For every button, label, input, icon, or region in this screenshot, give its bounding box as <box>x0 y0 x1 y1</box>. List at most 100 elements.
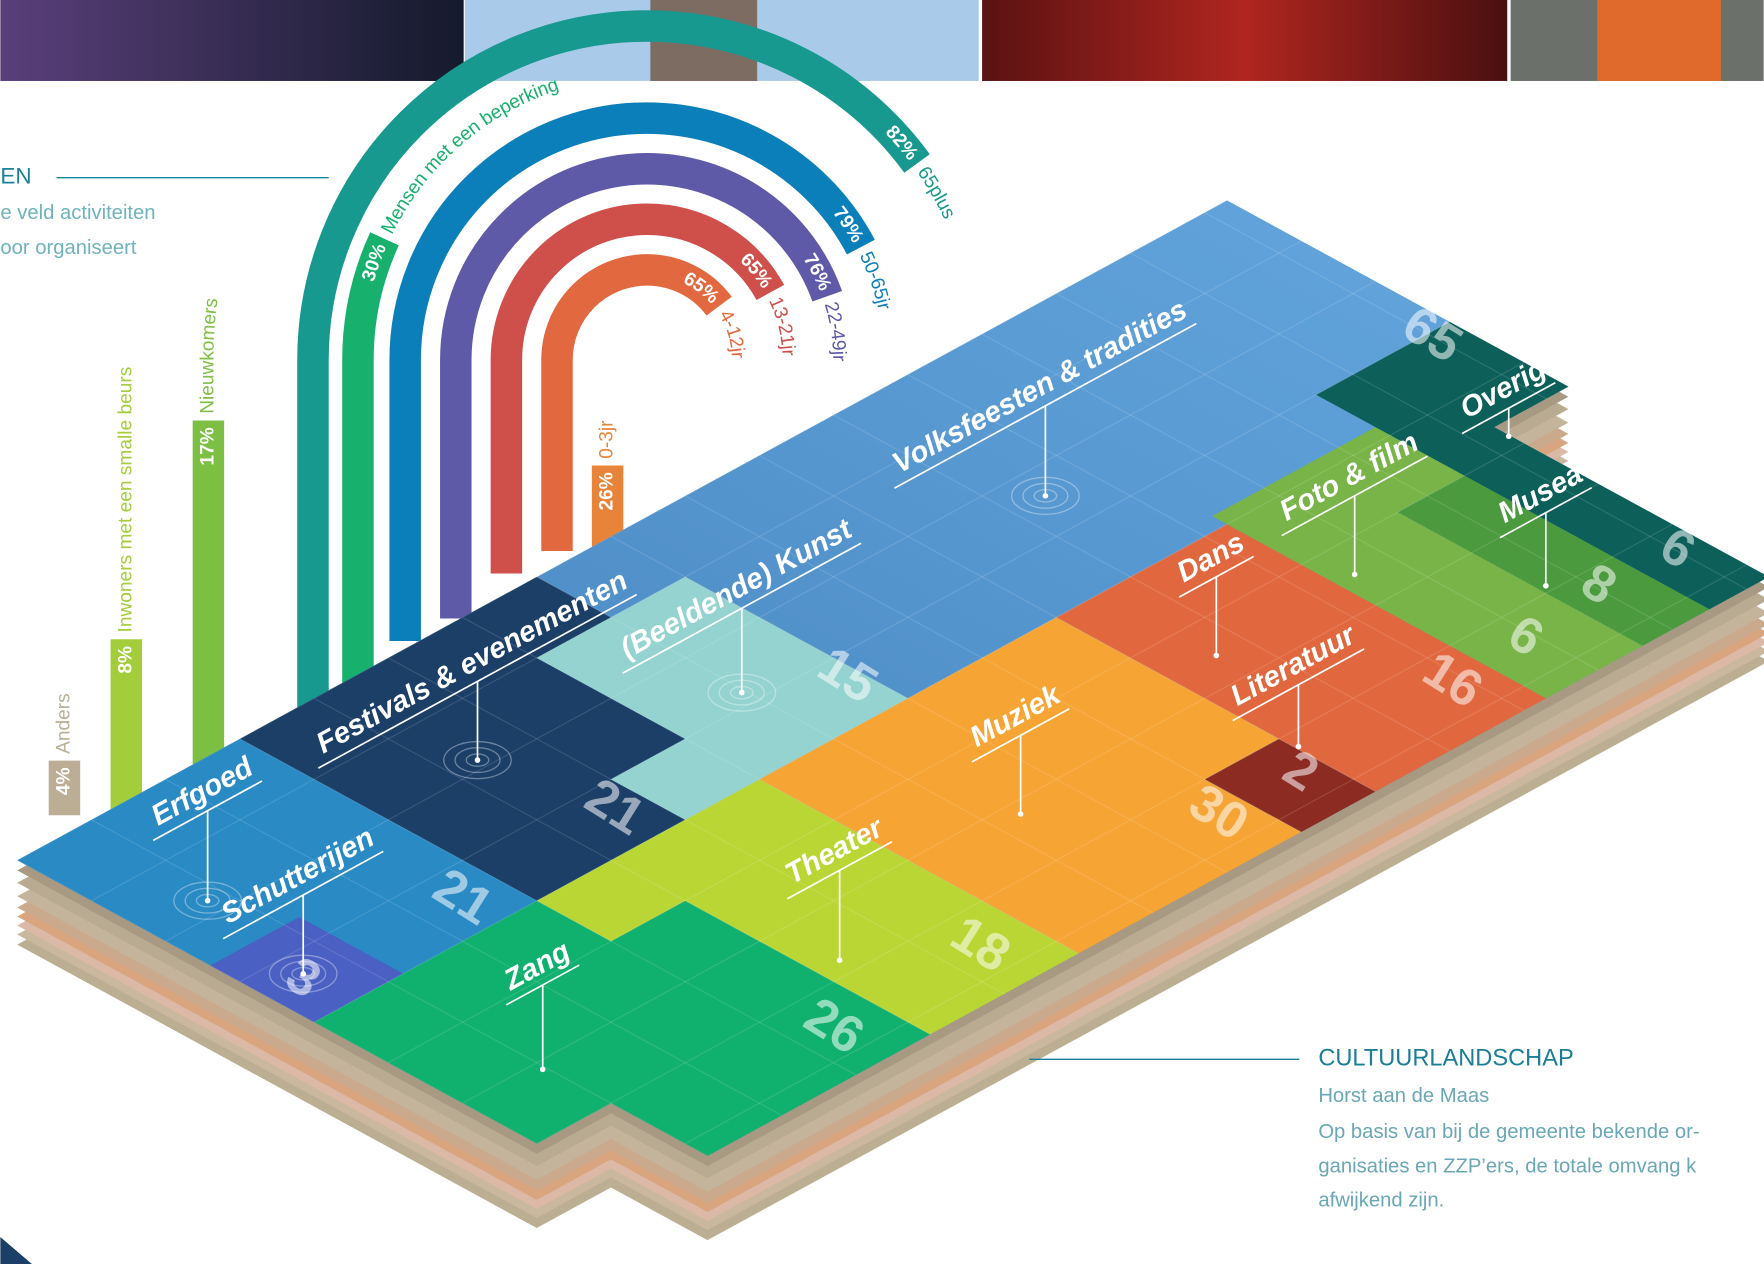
pin-ring <box>1033 488 1058 503</box>
pin-ring <box>465 753 490 767</box>
pin-ring <box>268 954 338 993</box>
arc-pct-text: 26% <box>597 472 618 510</box>
grid-line <box>462 616 1131 983</box>
arc-pct: 17% <box>197 427 218 465</box>
arc-pct: 26% <box>597 472 618 510</box>
pin-ring <box>729 685 754 700</box>
grid-line <box>17 859 686 1156</box>
arc-pct-text: 4% <box>53 767 74 795</box>
pin-dot <box>204 897 211 904</box>
grid-line <box>165 778 834 1145</box>
map-area <box>210 916 404 1023</box>
pin-dot <box>300 970 307 977</box>
arc-pct: 4% <box>53 767 74 795</box>
grid-line <box>388 657 1057 1023</box>
photo <box>0 0 464 81</box>
pin-ring <box>707 673 777 712</box>
map-area <box>536 779 1079 1035</box>
grid-line <box>165 252 1428 942</box>
arc-band <box>541 254 753 698</box>
grid-line <box>239 738 909 1104</box>
caption-title: CULTUURLANDSCHAP <box>1318 1046 1573 1072</box>
pin-ring <box>291 966 316 981</box>
arc-label: 0-3jr <box>597 420 618 459</box>
map-area <box>1056 524 1547 792</box>
pin-dot <box>836 957 843 964</box>
intro-line: e veld activiteiten <box>0 202 155 224</box>
grid-line <box>17 200 1280 861</box>
arc-label: 65plus <box>913 163 959 222</box>
pin-dot <box>1213 652 1220 659</box>
pin-dot <box>1351 571 1358 578</box>
map-area <box>314 900 931 1156</box>
intro-title: EN <box>0 164 31 189</box>
map-area <box>1397 475 1710 646</box>
caption-line: afwijkend zijn. <box>1318 1189 1444 1211</box>
pin-ring <box>454 747 501 774</box>
arc-label: 4-12jr <box>714 307 747 360</box>
arc-pct-text: 8% <box>115 646 136 674</box>
arc-band <box>490 203 804 698</box>
grid-line <box>536 454 1764 1145</box>
pin-ring <box>1010 476 1080 516</box>
grid-line <box>313 333 1577 1023</box>
map-area <box>1212 427 1643 699</box>
photo <box>982 0 1508 81</box>
arc-label-text: 65plus <box>913 163 959 222</box>
pin-dot <box>1295 743 1302 750</box>
arc-label-text: Inwoners met een smalle beurs <box>115 367 136 633</box>
arc-label: Nieuwkomers <box>197 297 222 414</box>
map-area <box>239 576 686 901</box>
pin-ring <box>718 679 765 706</box>
grid-line <box>313 697 983 1064</box>
pin-ring <box>1022 482 1069 509</box>
arc-label-text: Anders <box>53 693 74 754</box>
map-area <box>1204 738 1376 832</box>
pin-dot <box>738 689 745 696</box>
caption-line: Op basis van bij de gemeente bekende or- <box>1318 1121 1699 1143</box>
grid-line <box>388 373 1651 1064</box>
arc-label-text: Nieuwkomers <box>197 297 222 414</box>
arc-label-text: 13-21jr <box>764 294 798 357</box>
arc-label: 22-49jr <box>820 300 849 362</box>
arc-pct-text: 17% <box>197 427 218 465</box>
map-area <box>17 738 537 1023</box>
photo-detail <box>1597 0 1721 81</box>
pin-ring <box>195 893 220 908</box>
grid-line <box>1130 252 1764 618</box>
grid-line <box>907 373 1577 740</box>
pin-ring <box>280 960 327 987</box>
grid-line <box>610 495 1764 1156</box>
pin-dot <box>1017 811 1024 817</box>
arc-label: Inwoners met een smalle beurs <box>115 367 136 633</box>
map-area <box>1316 321 1764 610</box>
arc-label-text: 0-3jr <box>597 420 618 459</box>
arc-label-text: 22-49jr <box>820 300 849 362</box>
arc-label-text: 50-65jr <box>855 249 894 313</box>
pin-dot <box>1042 493 1049 499</box>
pin-ring <box>443 740 512 780</box>
arc-band <box>440 153 854 698</box>
grid-line <box>759 454 1428 821</box>
arc-label: Anders <box>53 693 74 754</box>
pin-ring <box>184 887 231 914</box>
label-underline <box>317 593 638 769</box>
pin-dot <box>1505 433 1512 440</box>
arc-label-text: 4-12jr <box>714 307 747 360</box>
pin-dot <box>474 757 481 763</box>
map-area <box>759 617 1302 954</box>
photo-strip <box>0 0 1764 81</box>
grid-line <box>684 495 1354 861</box>
arc-label: 50-65jr <box>855 249 894 313</box>
grid-line <box>536 576 1206 942</box>
grid-line <box>833 414 1502 780</box>
arc-pct: 8% <box>115 646 136 674</box>
corner-shape <box>0 1237 32 1264</box>
caption-subtitle: Horst aan de Maas <box>1318 1085 1489 1107</box>
map-area <box>536 576 908 820</box>
arc-band <box>389 102 905 698</box>
grid-line <box>239 293 1502 983</box>
